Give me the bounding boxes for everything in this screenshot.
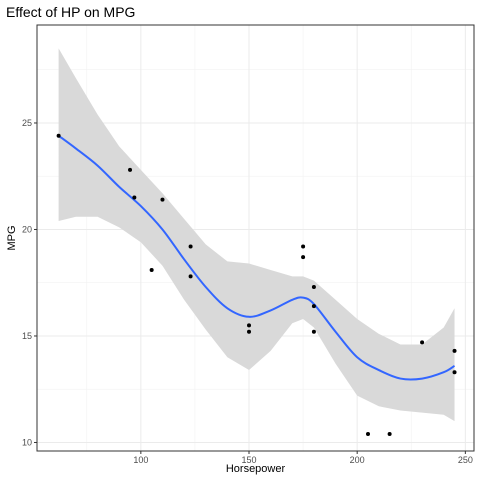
y-axis-title: MPG	[6, 225, 18, 250]
data-point	[452, 370, 457, 375]
data-points	[56, 133, 457, 436]
x-tick-label: 200	[350, 455, 365, 465]
smooth-line	[58, 134, 456, 381]
data-point	[301, 255, 306, 260]
panel-border	[36, 24, 475, 452]
data-point	[188, 244, 193, 249]
data-point	[149, 267, 154, 272]
data-point	[301, 244, 306, 249]
data-point	[387, 431, 392, 436]
confidence-band	[58, 48, 455, 422]
data-point	[247, 329, 252, 334]
y-tick-label: 25	[22, 118, 32, 128]
x-tick-label: 250	[458, 455, 473, 465]
data-point	[247, 323, 252, 328]
x-tick-label: 150	[241, 455, 256, 465]
data-point	[128, 167, 133, 172]
x-axis-title: Horsepower	[226, 463, 286, 475]
y-tick-label: 10	[22, 437, 32, 447]
data-point	[311, 284, 316, 289]
data-point	[56, 133, 61, 138]
data-point	[420, 340, 425, 345]
data-point	[311, 329, 316, 334]
x-tick-label: 100	[133, 455, 148, 465]
data-point	[311, 304, 316, 309]
data-point	[160, 197, 165, 202]
y-tick-label: 15	[22, 331, 32, 341]
y-tick-label: 20	[22, 224, 32, 234]
chart-title: Effect of HP on MPG	[6, 4, 135, 20]
x-axis: 100 150 200 250	[133, 451, 473, 465]
data-point	[452, 348, 457, 353]
data-point	[132, 195, 137, 200]
data-point	[188, 274, 193, 279]
data-point	[365, 431, 370, 436]
y-axis: 10 15 20 25	[22, 118, 37, 447]
